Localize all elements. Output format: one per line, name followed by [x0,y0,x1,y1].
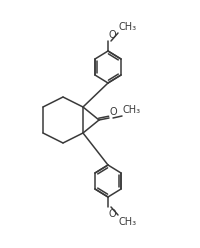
Text: O: O [108,209,116,219]
Text: O: O [109,107,117,117]
Text: CH₃: CH₃ [122,105,140,115]
Text: CH₃: CH₃ [118,217,136,227]
Text: CH₃: CH₃ [118,22,136,32]
Text: O: O [108,30,116,40]
